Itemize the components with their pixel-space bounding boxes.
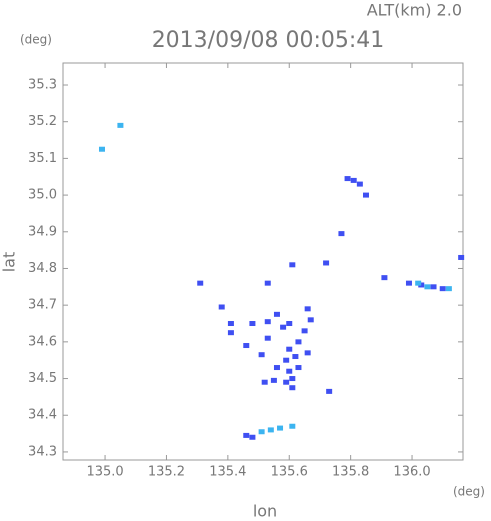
echo-point: [227, 330, 234, 336]
echo-point: [249, 321, 256, 327]
echo-point: [277, 425, 284, 431]
echo-point: [445, 286, 452, 292]
echo-point: [307, 317, 314, 323]
y-tick-label: 34.9: [28, 224, 57, 239]
echo-point: [350, 177, 357, 183]
echo-point: [415, 280, 422, 286]
echo-point: [258, 352, 265, 358]
echo-point: [418, 282, 425, 288]
y-tick-label: 35.3: [28, 78, 57, 93]
echo-point: [289, 385, 296, 391]
echo-point: [261, 379, 268, 385]
y-tick-label: 34.7: [28, 298, 57, 313]
echo-point: [117, 122, 124, 128]
echo-point: [430, 284, 437, 290]
x-unit: (deg): [453, 485, 485, 499]
y-tick-label: 35.2: [28, 114, 57, 129]
x-tick-label: 135.8: [332, 465, 369, 480]
echo-point: [295, 339, 302, 345]
echo-point: [424, 284, 431, 290]
echo-point: [362, 192, 369, 198]
echo-point: [243, 432, 250, 438]
echo-point: [283, 357, 290, 363]
echo-point: [98, 146, 105, 152]
echo-point: [301, 328, 308, 334]
echo-point: [295, 365, 302, 371]
echo-point: [289, 423, 296, 429]
echo-point: [273, 365, 280, 371]
echo-point: [283, 379, 290, 385]
echo-point: [267, 427, 274, 433]
x-tick-label: 135.4: [209, 465, 246, 480]
echo-point: [258, 429, 265, 435]
echo-point: [439, 286, 446, 292]
echo-point: [270, 377, 277, 383]
y-axis-label: lat: [0, 252, 19, 273]
echo-point: [264, 319, 271, 325]
echo-point: [286, 321, 293, 327]
echo-point: [338, 231, 345, 237]
echo-point: [304, 350, 311, 356]
echo-point: [304, 306, 311, 312]
echo-point: [326, 388, 333, 394]
echo-point: [458, 254, 465, 260]
echo-point: [405, 280, 412, 286]
echo-point: [381, 275, 388, 281]
x-tick-label: 136.0: [393, 465, 430, 480]
echo-point: [289, 376, 296, 382]
plot-frame: [62, 62, 464, 461]
echo-point: [264, 335, 271, 341]
echo-point: [280, 324, 287, 330]
x-tick-label: 135.0: [86, 465, 123, 480]
echo-point: [264, 280, 271, 286]
y-tick-label: 34.8: [28, 261, 57, 276]
echo-point: [323, 260, 330, 266]
x-axis-label: lon: [253, 502, 277, 521]
echo-point: [292, 354, 299, 360]
echo-point: [356, 181, 363, 187]
y-unit: (deg): [20, 33, 52, 47]
echo-point: [243, 343, 250, 349]
y-tick-label: 35.1: [28, 151, 57, 166]
y-tick-label: 35.0: [28, 188, 57, 203]
x-tick-label: 135.2: [148, 465, 185, 480]
echo-point: [286, 346, 293, 352]
y-tick-label: 34.3: [28, 444, 57, 459]
echo-point: [344, 176, 351, 182]
x-tick-label: 135.6: [271, 465, 308, 480]
echo-point: [286, 368, 293, 374]
y-tick-label: 34.4: [28, 408, 57, 423]
echo-point: [227, 321, 234, 327]
echo-point: [289, 262, 296, 268]
echo-point: [249, 434, 256, 440]
y-tick-label: 34.5: [28, 371, 57, 386]
altitude-label: ALT(km) 2.0: [367, 1, 462, 20]
chart-title: 2013/09/08 00:05:41: [152, 28, 385, 53]
echo-point: [218, 304, 225, 310]
echo-point: [197, 280, 204, 286]
y-tick-label: 34.6: [28, 334, 57, 349]
echo-point: [273, 311, 280, 317]
